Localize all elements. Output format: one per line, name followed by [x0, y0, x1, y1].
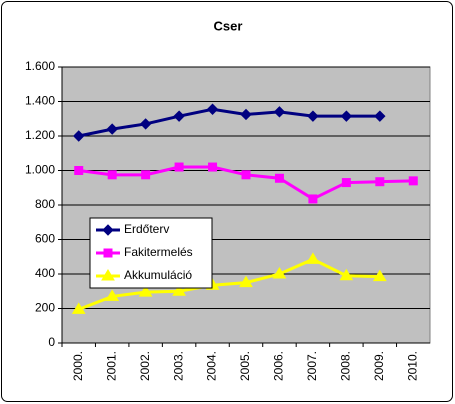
- legend-label: Akkumuláció: [124, 268, 192, 282]
- marker: [208, 162, 218, 172]
- marker: [341, 178, 351, 188]
- marker: [139, 118, 152, 130]
- marker: [174, 162, 184, 172]
- marker: [308, 194, 318, 204]
- x-tick-label: 2001.: [104, 351, 118, 381]
- marker: [273, 106, 286, 118]
- marker: [274, 173, 284, 183]
- marker: [375, 177, 385, 187]
- marker: [240, 108, 252, 121]
- marker: [74, 166, 84, 175]
- y-tick-label: 400: [35, 266, 55, 280]
- x-tick-label: 2009.: [372, 351, 386, 381]
- y-tick-label: 600: [35, 232, 55, 246]
- series-line: [78, 257, 380, 311]
- marker: [241, 170, 251, 180]
- x-tick-label: 2006.: [272, 351, 286, 381]
- marker: [307, 110, 319, 122]
- marker: [272, 267, 287, 279]
- marker: [102, 224, 114, 236]
- x-tick-label: 2007.: [305, 351, 319, 381]
- chart-title: Cser: [214, 18, 243, 33]
- y-tick-label: 1.600: [25, 59, 55, 73]
- marker: [340, 110, 353, 122]
- x-tick-label: 2002.: [138, 351, 152, 381]
- marker: [372, 269, 387, 282]
- marker: [239, 275, 253, 288]
- y-tick-label: 0: [48, 335, 55, 349]
- marker: [106, 123, 118, 135]
- marker: [141, 170, 151, 180]
- marker: [374, 110, 386, 122]
- x-tick-label: 2010.: [405, 351, 419, 381]
- y-tick-label: 800: [35, 197, 55, 211]
- marker: [73, 130, 85, 142]
- marker: [138, 285, 153, 297]
- x-tick-label: 2004.: [205, 351, 219, 381]
- marker: [306, 252, 320, 264]
- x-tick-label: 2003.: [171, 351, 185, 381]
- legend-label: Fakitermelés: [124, 245, 193, 259]
- series-line: [78, 107, 380, 138]
- x-tick-label: 2000.: [71, 351, 85, 381]
- marker: [172, 284, 186, 296]
- y-tick-label: 1.000: [25, 163, 55, 177]
- marker: [173, 110, 185, 122]
- x-tick-label: 2005.: [238, 351, 252, 381]
- marker: [101, 269, 115, 281]
- x-tick-label: 2008.: [339, 351, 353, 381]
- marker: [107, 170, 117, 180]
- y-tick-label: 1.400: [25, 94, 55, 108]
- y-tick-label: 200: [35, 301, 55, 315]
- y-tick-label: 1.200: [25, 128, 55, 142]
- marker: [408, 176, 418, 186]
- legend-label: Erdőterv: [124, 222, 169, 236]
- marker: [339, 268, 354, 281]
- marker: [206, 103, 219, 115]
- marker: [71, 302, 86, 314]
- marker: [105, 289, 120, 301]
- marker: [103, 248, 113, 258]
